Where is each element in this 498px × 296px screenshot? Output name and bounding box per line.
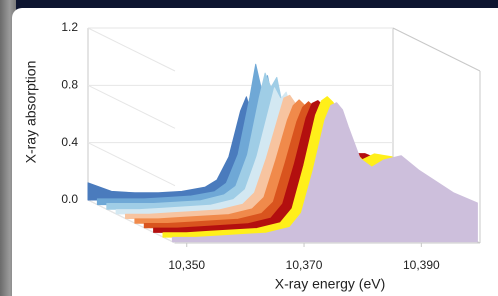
box-edge	[393, 28, 480, 71]
x-tick-label: 10,390	[403, 258, 440, 272]
grid-line	[88, 28, 175, 71]
y-tick-label: 0.4	[61, 135, 78, 149]
y-tick-label: 0.0	[61, 192, 78, 206]
page: X-ray absorption X-ray energy (eV) 0.0 0.…	[0, 0, 498, 296]
grid-line	[88, 85, 175, 128]
y-tick-label: 0.8	[61, 78, 78, 92]
y-axis-title: X-ray absorption	[23, 61, 39, 164]
x-axis-title: X-ray energy (eV)	[275, 276, 385, 292]
x-tick-label: 10,350	[168, 258, 205, 272]
y-tick-label: 1.2	[61, 20, 78, 34]
chart: X-ray absorption X-ray energy (eV) 0.0 0.…	[0, 0, 498, 296]
grid-line	[88, 143, 175, 186]
x-tick-label: 10,370	[286, 258, 323, 272]
